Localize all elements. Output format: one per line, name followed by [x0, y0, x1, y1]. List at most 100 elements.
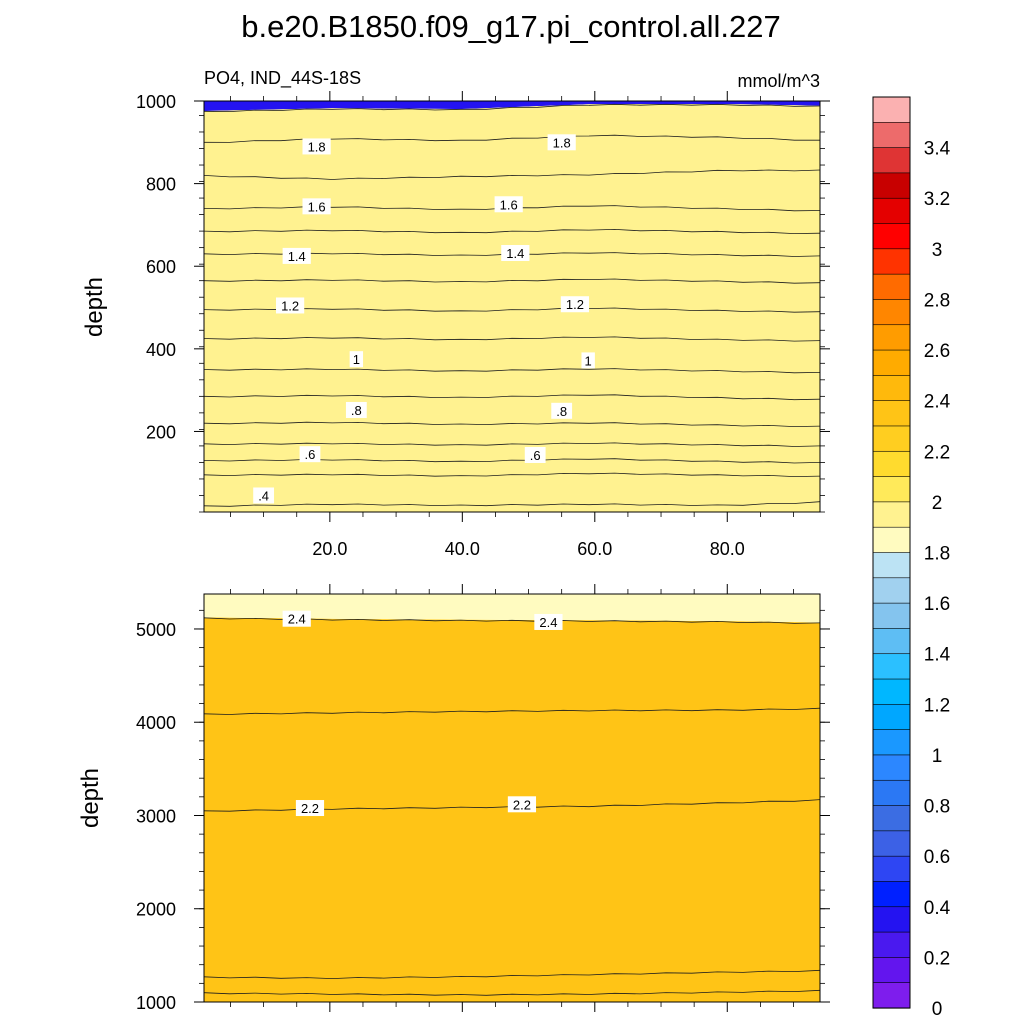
contour-line	[204, 442, 820, 447]
x-tick-label: 80.0	[710, 539, 745, 559]
contour-label: 1.6	[308, 199, 326, 214]
colorbar-label: 3.2	[924, 189, 950, 210]
contour-label-box	[534, 613, 563, 630]
colorbar-swatch	[872, 805, 911, 832]
contour-label-box	[295, 800, 325, 817]
contour-line	[204, 969, 820, 980]
y-tick-label: 400	[146, 340, 176, 360]
colorbar-swatch	[872, 704, 911, 731]
colorbar-swatch	[872, 729, 911, 756]
colorbar-label: 2.8	[924, 290, 950, 311]
colorbar: 3.4 3.2 3 2.8 2.6 2.4 2.2 2 1.8 1.6 1.4 1.2 1 0.8 0.6 0…	[872, 96, 951, 1020]
contour-label: 2.2	[513, 797, 531, 812]
colorbar-swatch	[872, 197, 911, 225]
contour-line	[204, 421, 820, 428]
y-tick-label: 800	[146, 175, 176, 195]
contour-label-box	[282, 247, 311, 264]
contour-label-box	[501, 245, 530, 262]
contour-fills	[204, 594, 820, 1002]
colorbar-swatch	[872, 324, 911, 351]
contour-label: 1.6	[500, 197, 518, 212]
colorbar-label: 2.6	[924, 341, 950, 362]
contour-label-box	[547, 134, 576, 151]
colorbar-swatch	[872, 526, 911, 554]
contour-label-box	[349, 351, 364, 368]
colorbar-swatch	[872, 957, 911, 984]
colorbar-swatch	[872, 349, 911, 376]
colorbar-swatch	[872, 779, 911, 807]
colorbar-label: 1	[932, 746, 943, 767]
lower-depth-panel: 1000 2000 3000 4000 5000 2.2 2.2 2.4 2.4	[136, 584, 830, 1013]
units-subtitle: mmol/m^3	[738, 71, 820, 91]
contour-label: .8	[351, 403, 362, 418]
contour-label-box	[581, 352, 595, 369]
y-tick-label: 2000	[136, 900, 176, 920]
plot-frame	[203, 100, 821, 513]
contour-label: 2.4	[288, 612, 306, 627]
colorbar-swatch	[872, 577, 911, 604]
colorbar-swatch	[872, 147, 911, 174]
contour-line	[204, 278, 820, 284]
contour-label: 1.8	[308, 139, 326, 154]
y-tick-label: 1000	[136, 92, 176, 112]
contour-label: .6	[530, 448, 541, 463]
contour-label: 2.2	[301, 801, 319, 816]
colorbar-label: 2	[932, 493, 943, 514]
colorbar-label: 0.8	[924, 797, 950, 818]
colorbar-swatch	[872, 501, 911, 528]
contour-label: .6	[305, 447, 316, 462]
colorbar-swatch	[872, 273, 911, 301]
colorbar-label: 2.2	[924, 442, 950, 463]
colorbar-swatch	[872, 653, 911, 680]
contour-line	[204, 989, 820, 996]
colorbar-swatch	[872, 223, 911, 250]
colorbar-label: 1.4	[924, 645, 951, 666]
colorbar-label: 0.2	[924, 948, 950, 969]
contour-label-box	[299, 446, 321, 463]
contour-label: 1	[353, 352, 360, 367]
contour-label-box	[551, 402, 573, 419]
colorbar-label: 0	[932, 999, 943, 1020]
colorbar-swatch	[872, 450, 911, 478]
x-tick-label: 40.0	[445, 539, 480, 559]
colorbar-label: 0.6	[924, 847, 950, 868]
x-tick-label: 60.0	[577, 539, 612, 559]
colorbar-swatch	[872, 122, 911, 149]
contour-label-box	[302, 138, 331, 155]
contour-line	[204, 307, 820, 313]
colorbar-swatch	[872, 881, 911, 908]
colorbar-frame	[872, 96, 911, 1009]
contour-label: .4	[258, 488, 269, 503]
contour-line	[204, 336, 820, 342]
colorbar-label: 1.6	[924, 594, 950, 615]
contour-line	[204, 707, 820, 715]
contour-label: 1.4	[506, 246, 524, 261]
upper-y-axis-label: depth	[81, 277, 108, 337]
colorbar-swatch	[872, 628, 911, 655]
chart-title: b.e20.B1850.f09_g17.pi_control.all.227	[241, 9, 781, 44]
colorbar-swatch	[872, 931, 911, 958]
colorbar-swatch	[872, 400, 911, 427]
plot-frame	[203, 593, 821, 1003]
colorbar-swatch	[872, 754, 911, 781]
colorbar-swatch	[872, 552, 911, 579]
colorbar-swatch	[872, 476, 911, 503]
contour-label-box	[276, 297, 305, 314]
colorbar-swatch	[872, 855, 911, 883]
contour-label: 1.2	[566, 297, 584, 312]
contour-label-box	[302, 198, 331, 215]
colorbar-swatch	[872, 982, 911, 1009]
contour-label: 1	[585, 353, 592, 368]
colorbar-swatch	[872, 248, 911, 275]
colorbar-swatch	[872, 678, 911, 705]
contour-label-box	[345, 401, 367, 418]
colorbar-swatch	[872, 425, 911, 452]
y-tick-label: 4000	[136, 713, 176, 733]
contour-label-box	[253, 487, 275, 504]
colorbar-swatch	[872, 375, 911, 402]
contour-line	[204, 368, 820, 374]
colorbar-label: 2.4	[924, 392, 951, 413]
contour-label-box	[507, 796, 537, 813]
colorbar-label: 3	[932, 240, 943, 261]
